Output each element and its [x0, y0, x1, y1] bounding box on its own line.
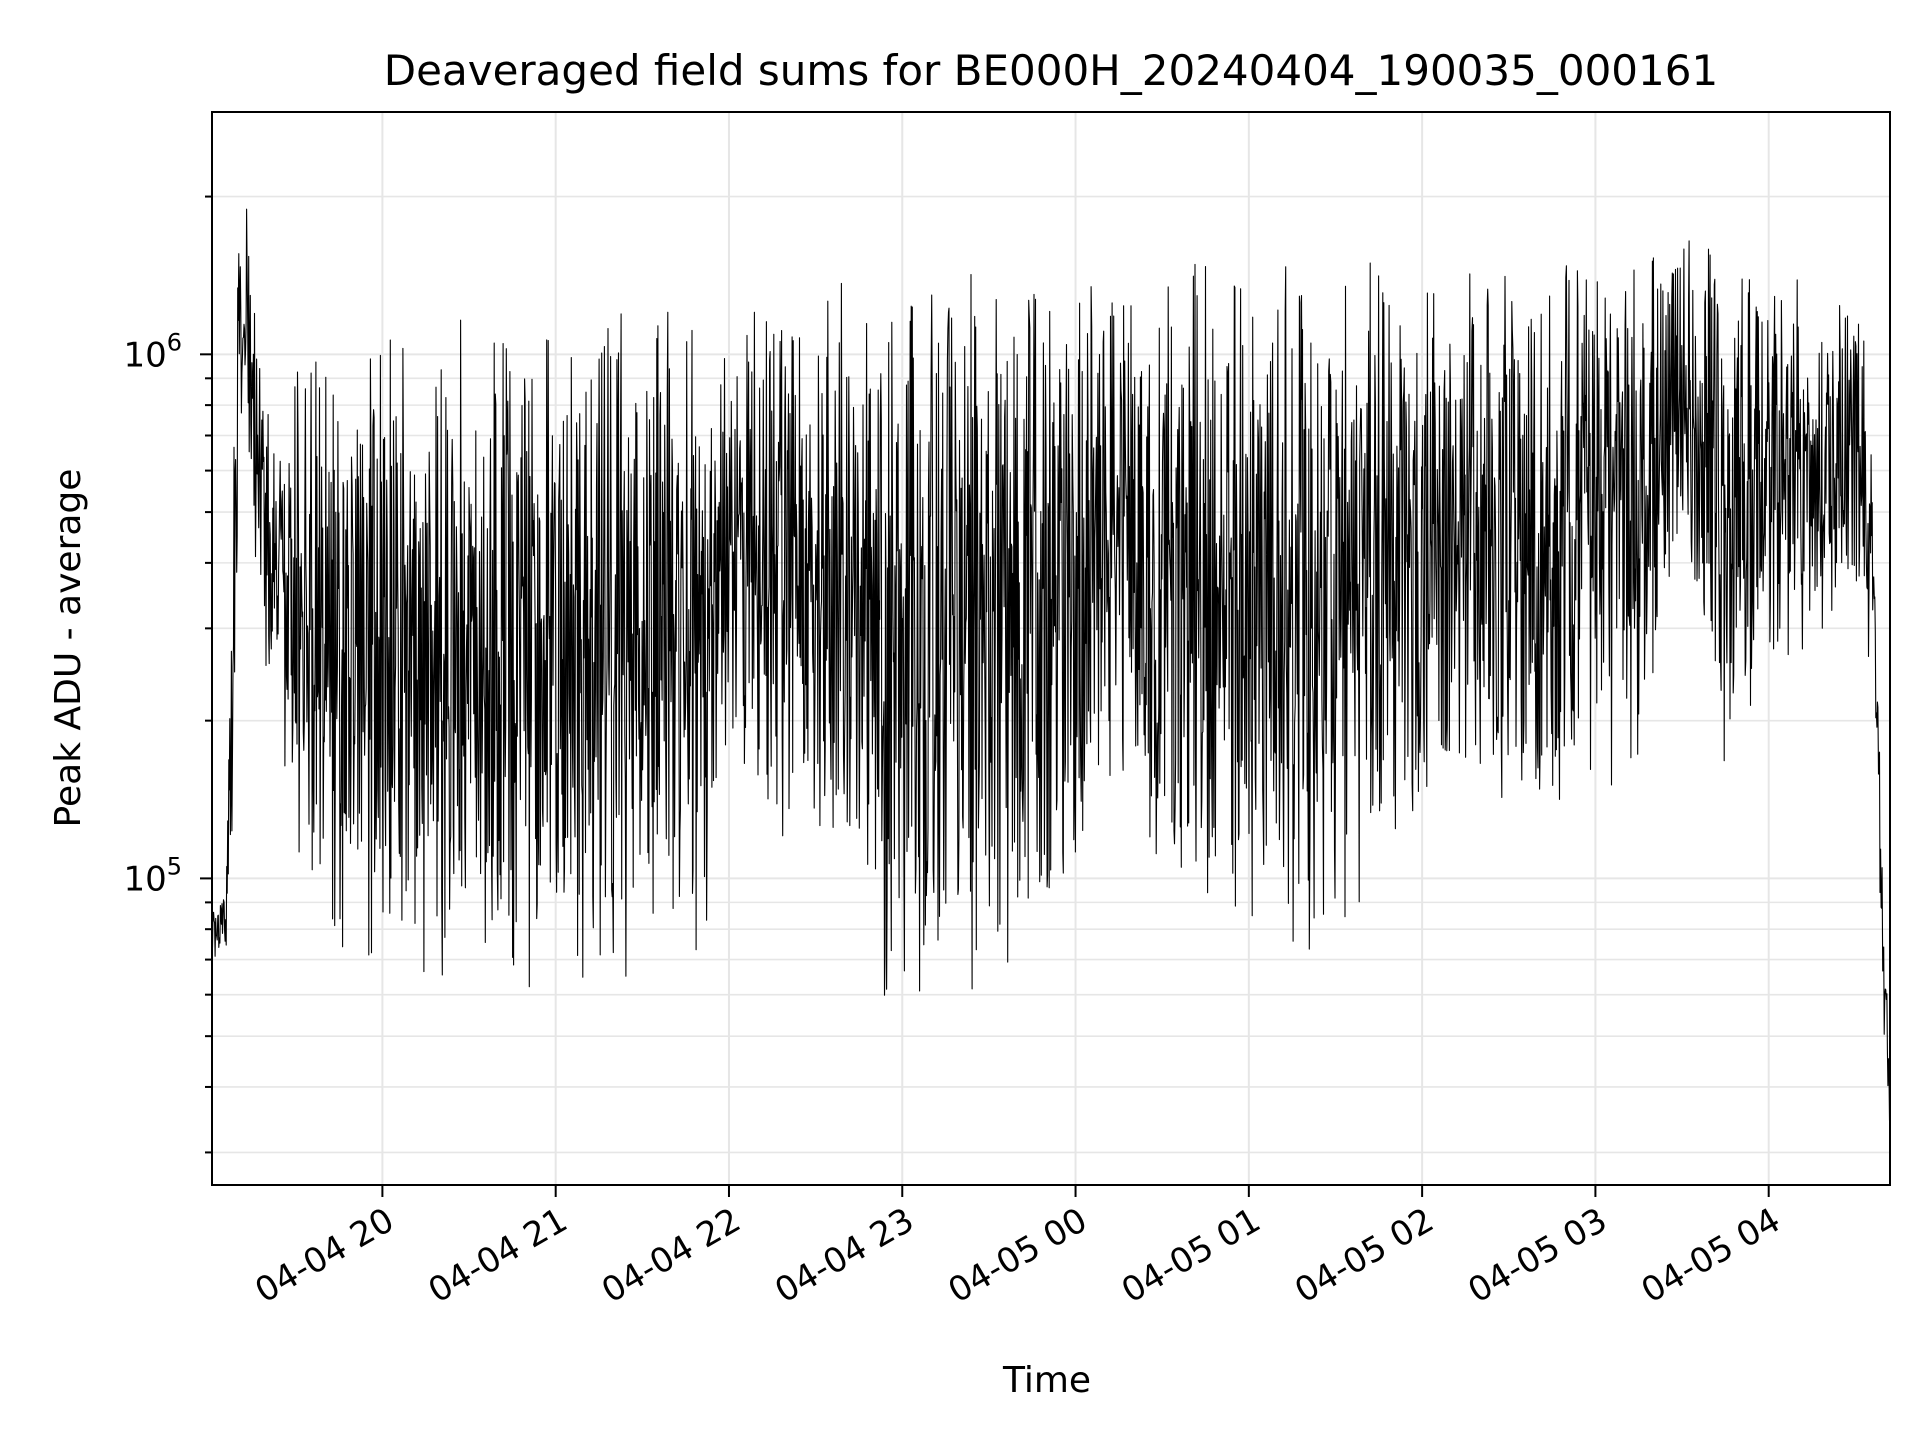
x-axis-label: Time — [1002, 1360, 1091, 1401]
y-tick-label: 105 — [123, 852, 182, 899]
plot-frame — [211, 111, 1891, 1186]
series-line-path — [211, 208, 1891, 1122]
series-line — [211, 208, 1891, 1122]
chart-title: Deaveraged field sums for BE000H_2024040… — [384, 46, 1718, 95]
y-tick-label: 106 — [123, 328, 182, 375]
y-axis-label: Peak ADU - average — [48, 469, 89, 828]
